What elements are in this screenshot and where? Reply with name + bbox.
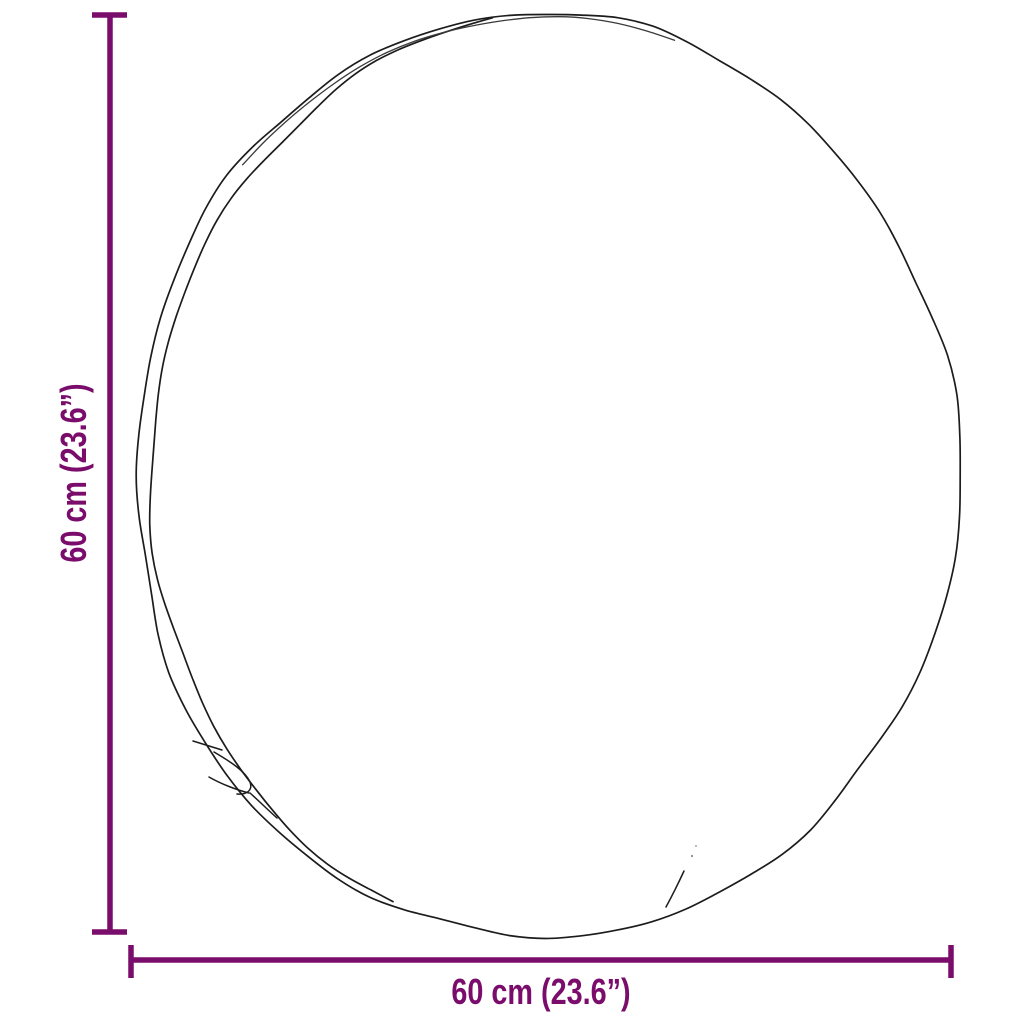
- fold-tick-line: [192, 740, 223, 751]
- fabric-crease-detail: [665, 845, 697, 908]
- height-dimension: 60 cm (23.6”): [53, 12, 127, 935]
- width-dimension-label: 60 cm (23.6”): [451, 971, 630, 1012]
- crease-dot: [695, 845, 697, 847]
- fold-tail-line: [249, 792, 278, 819]
- fold-cross-line: [208, 776, 250, 794]
- crease-line: [665, 870, 685, 908]
- height-dimension-label: 60 cm (23.6”): [53, 383, 94, 562]
- fold-flap-line: [213, 751, 252, 795]
- fabric-fold-detail: [192, 740, 278, 819]
- item-edge-retrace-line: [241, 16, 676, 166]
- item-inner-seam-line: [148, 16, 494, 903]
- item-outline: [135, 13, 962, 940]
- crease-dot: [690, 854, 694, 858]
- width-dimension: 60 cm (23.6”): [128, 945, 954, 1012]
